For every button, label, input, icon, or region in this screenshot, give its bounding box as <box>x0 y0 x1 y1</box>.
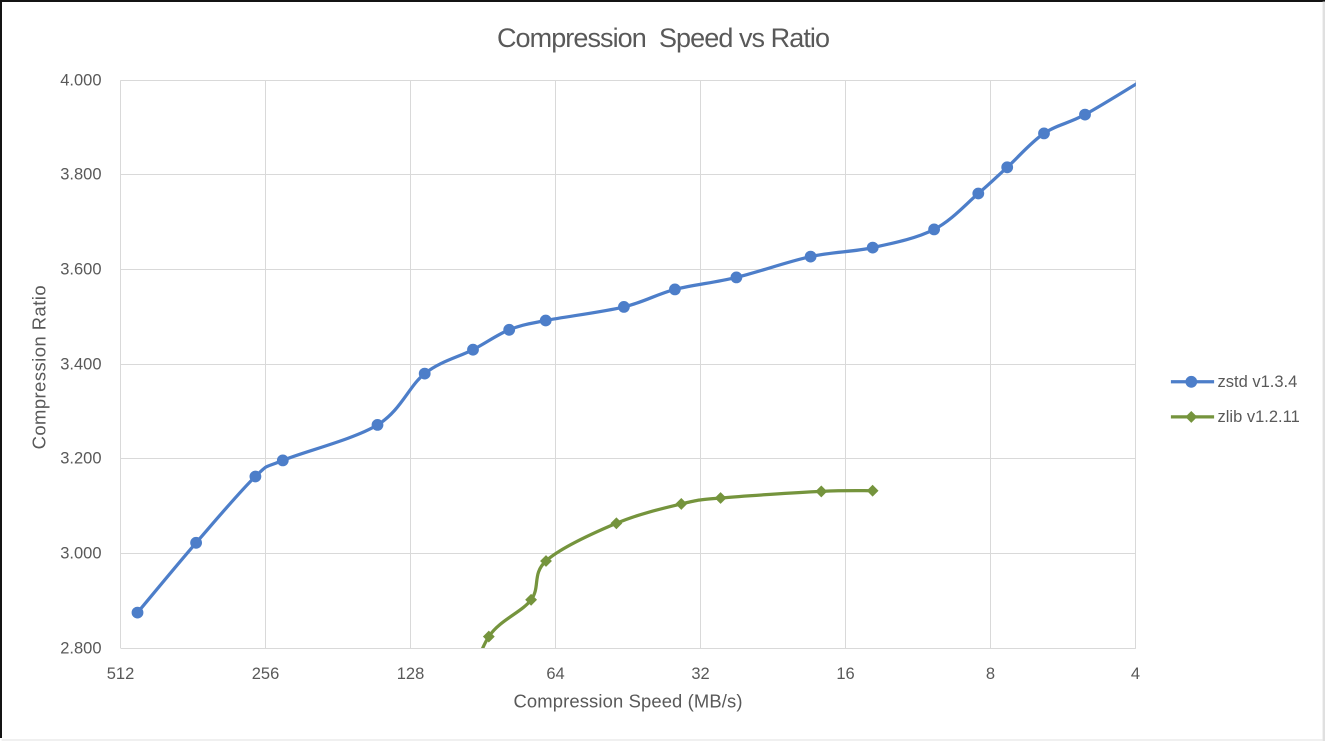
svg-text:32: 32 <box>691 665 709 683</box>
svg-text:Compression Speed (MB/s): Compression Speed (MB/s) <box>514 690 743 711</box>
svg-text:Compression Speed vs Ratio: Compression Speed vs Ratio <box>497 23 830 53</box>
svg-text:3.000: 3.000 <box>60 545 101 563</box>
svg-text:16: 16 <box>836 665 854 683</box>
svg-text:2.800: 2.800 <box>60 640 101 658</box>
svg-text:8: 8 <box>986 665 995 683</box>
svg-text:3.400: 3.400 <box>60 356 101 374</box>
svg-text:3.600: 3.600 <box>60 261 101 279</box>
svg-text:3.200: 3.200 <box>60 450 101 468</box>
svg-text:Compression Ratio: Compression Ratio <box>29 285 50 449</box>
svg-text:128: 128 <box>397 665 425 683</box>
svg-text:4.000: 4.000 <box>60 72 101 90</box>
svg-text:3.800: 3.800 <box>60 166 101 184</box>
svg-text:256: 256 <box>252 665 280 683</box>
svg-text:64: 64 <box>546 665 564 683</box>
svg-text:4: 4 <box>1131 665 1140 683</box>
svg-text:zstd v1.3.4: zstd v1.3.4 <box>1218 373 1298 391</box>
svg-text:zlib v1.2.11: zlib v1.2.11 <box>1218 408 1300 426</box>
svg-text:512: 512 <box>107 665 135 683</box>
